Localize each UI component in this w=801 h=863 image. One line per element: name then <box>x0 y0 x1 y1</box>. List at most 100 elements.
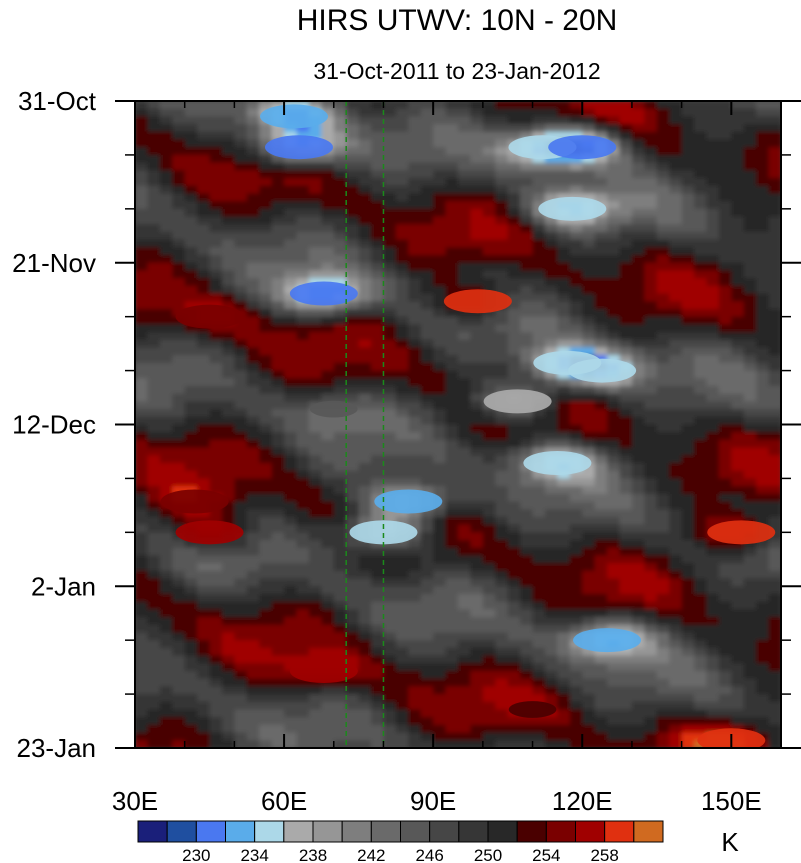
heatmap-cell <box>383 617 397 626</box>
chart-title: HIRS UTWV: 10N - 20N <box>297 4 618 37</box>
heatmap-cell <box>184 709 199 719</box>
heatmap-cell <box>445 447 459 457</box>
heatmap-cell <box>607 401 621 411</box>
heatmap-cell <box>221 670 236 680</box>
heatmap-cell <box>569 570 584 580</box>
heatmap-cell <box>246 455 261 465</box>
heatmap-cell <box>544 416 559 426</box>
heatmap-cell <box>445 216 459 226</box>
heatmap-cell <box>420 563 435 572</box>
heatmap-cell <box>706 655 720 665</box>
heatmap-cell <box>656 378 671 387</box>
heatmap-cell <box>557 308 571 318</box>
heatmap-cell <box>234 362 248 372</box>
heatmap-cell <box>520 655 534 665</box>
heatmap-cell <box>197 278 211 287</box>
heatmap-cell <box>271 686 286 696</box>
heatmap-cell <box>706 316 720 326</box>
heatmap-cell <box>656 362 671 372</box>
heatmap-cell <box>420 370 435 380</box>
heatmap-cell <box>656 486 671 495</box>
heatmap-cell <box>544 170 559 180</box>
heatmap-cell <box>358 347 373 357</box>
heatmap-cell <box>408 362 422 372</box>
heatmap-cell <box>656 593 671 603</box>
heatmap-cell <box>433 239 447 249</box>
heatmap-cell <box>209 717 223 726</box>
heatmap-cell <box>582 516 596 526</box>
heatmap-cell <box>296 647 310 657</box>
heatmap-cell <box>259 593 273 603</box>
heatmap-cell <box>631 678 646 688</box>
heatmap-cell <box>532 231 546 241</box>
heatmap-cell <box>159 732 174 742</box>
heatmap-cell <box>445 193 459 203</box>
heatmap-cell <box>718 647 733 657</box>
heatmap-cell <box>520 670 534 680</box>
heatmap-cell <box>184 347 199 357</box>
heatmap-cell <box>159 231 174 241</box>
heatmap-cell <box>246 578 261 588</box>
heatmap-cell <box>147 108 161 118</box>
heatmap-cell <box>520 124 534 133</box>
heatmap-cell <box>718 378 733 387</box>
heatmap-cell <box>644 401 658 411</box>
heatmap-cell <box>544 385 559 395</box>
heatmap-cell <box>358 201 373 210</box>
heatmap-cell <box>458 609 472 619</box>
heatmap-cell <box>482 339 497 349</box>
heatmap-cell <box>681 339 696 349</box>
heatmap-cell <box>557 116 571 126</box>
heatmap-cell <box>135 632 149 642</box>
heatmap-cell <box>532 670 546 680</box>
heatmap-cell <box>408 201 422 210</box>
heatmap-cell <box>383 601 397 611</box>
heatmap-cell <box>395 131 410 141</box>
heatmap-cell <box>594 601 609 611</box>
heatmap-cell <box>296 463 310 472</box>
heatmap-cell <box>184 216 199 226</box>
heatmap-cell <box>159 239 174 249</box>
heatmap-cell <box>557 493 571 503</box>
heatmap-cell <box>234 709 248 719</box>
heatmap-cell <box>271 401 286 411</box>
heatmap-cell <box>333 147 348 156</box>
heatmap-cell <box>482 116 497 126</box>
heatmap-cell <box>259 478 273 488</box>
heatmap-cell <box>495 686 509 696</box>
heatmap-cell <box>371 463 385 472</box>
heatmap-cell <box>669 540 683 549</box>
heatmap-cell <box>271 740 286 748</box>
heatmap-cell <box>147 385 161 395</box>
heatmap-cell <box>271 124 286 133</box>
heatmap-cell <box>284 578 298 588</box>
heatmap-cell <box>308 524 323 534</box>
heatmap-cell <box>557 424 571 434</box>
heatmap-cell <box>147 547 161 557</box>
heatmap-cell <box>669 486 683 495</box>
heatmap-cell <box>520 717 534 726</box>
heatmap-cell <box>445 501 459 511</box>
heatmap-cell <box>296 224 310 233</box>
heatmap-cell <box>694 601 708 611</box>
heatmap-cell <box>383 470 397 480</box>
heatmap-cell <box>259 663 273 672</box>
heatmap-cell <box>234 617 248 626</box>
heatmap-cell <box>321 709 335 719</box>
heatmap-cell <box>743 224 758 233</box>
heatmap-cell <box>321 463 335 472</box>
heatmap-cell <box>557 224 571 233</box>
heatmap-cell <box>520 586 534 595</box>
heatmap-cell <box>482 255 497 264</box>
heatmap-cell <box>246 385 261 395</box>
heatmap-cell <box>470 640 484 649</box>
heatmap-cell <box>631 663 646 672</box>
heatmap-cell <box>246 393 261 403</box>
heatmap-cell <box>408 432 422 441</box>
heatmap-cell <box>694 640 708 649</box>
heatmap-cell <box>594 339 609 349</box>
heatmap-cell <box>756 316 770 326</box>
heatmap-cell <box>172 678 186 688</box>
heatmap-cell <box>569 447 584 457</box>
heatmap-cell <box>557 694 571 703</box>
